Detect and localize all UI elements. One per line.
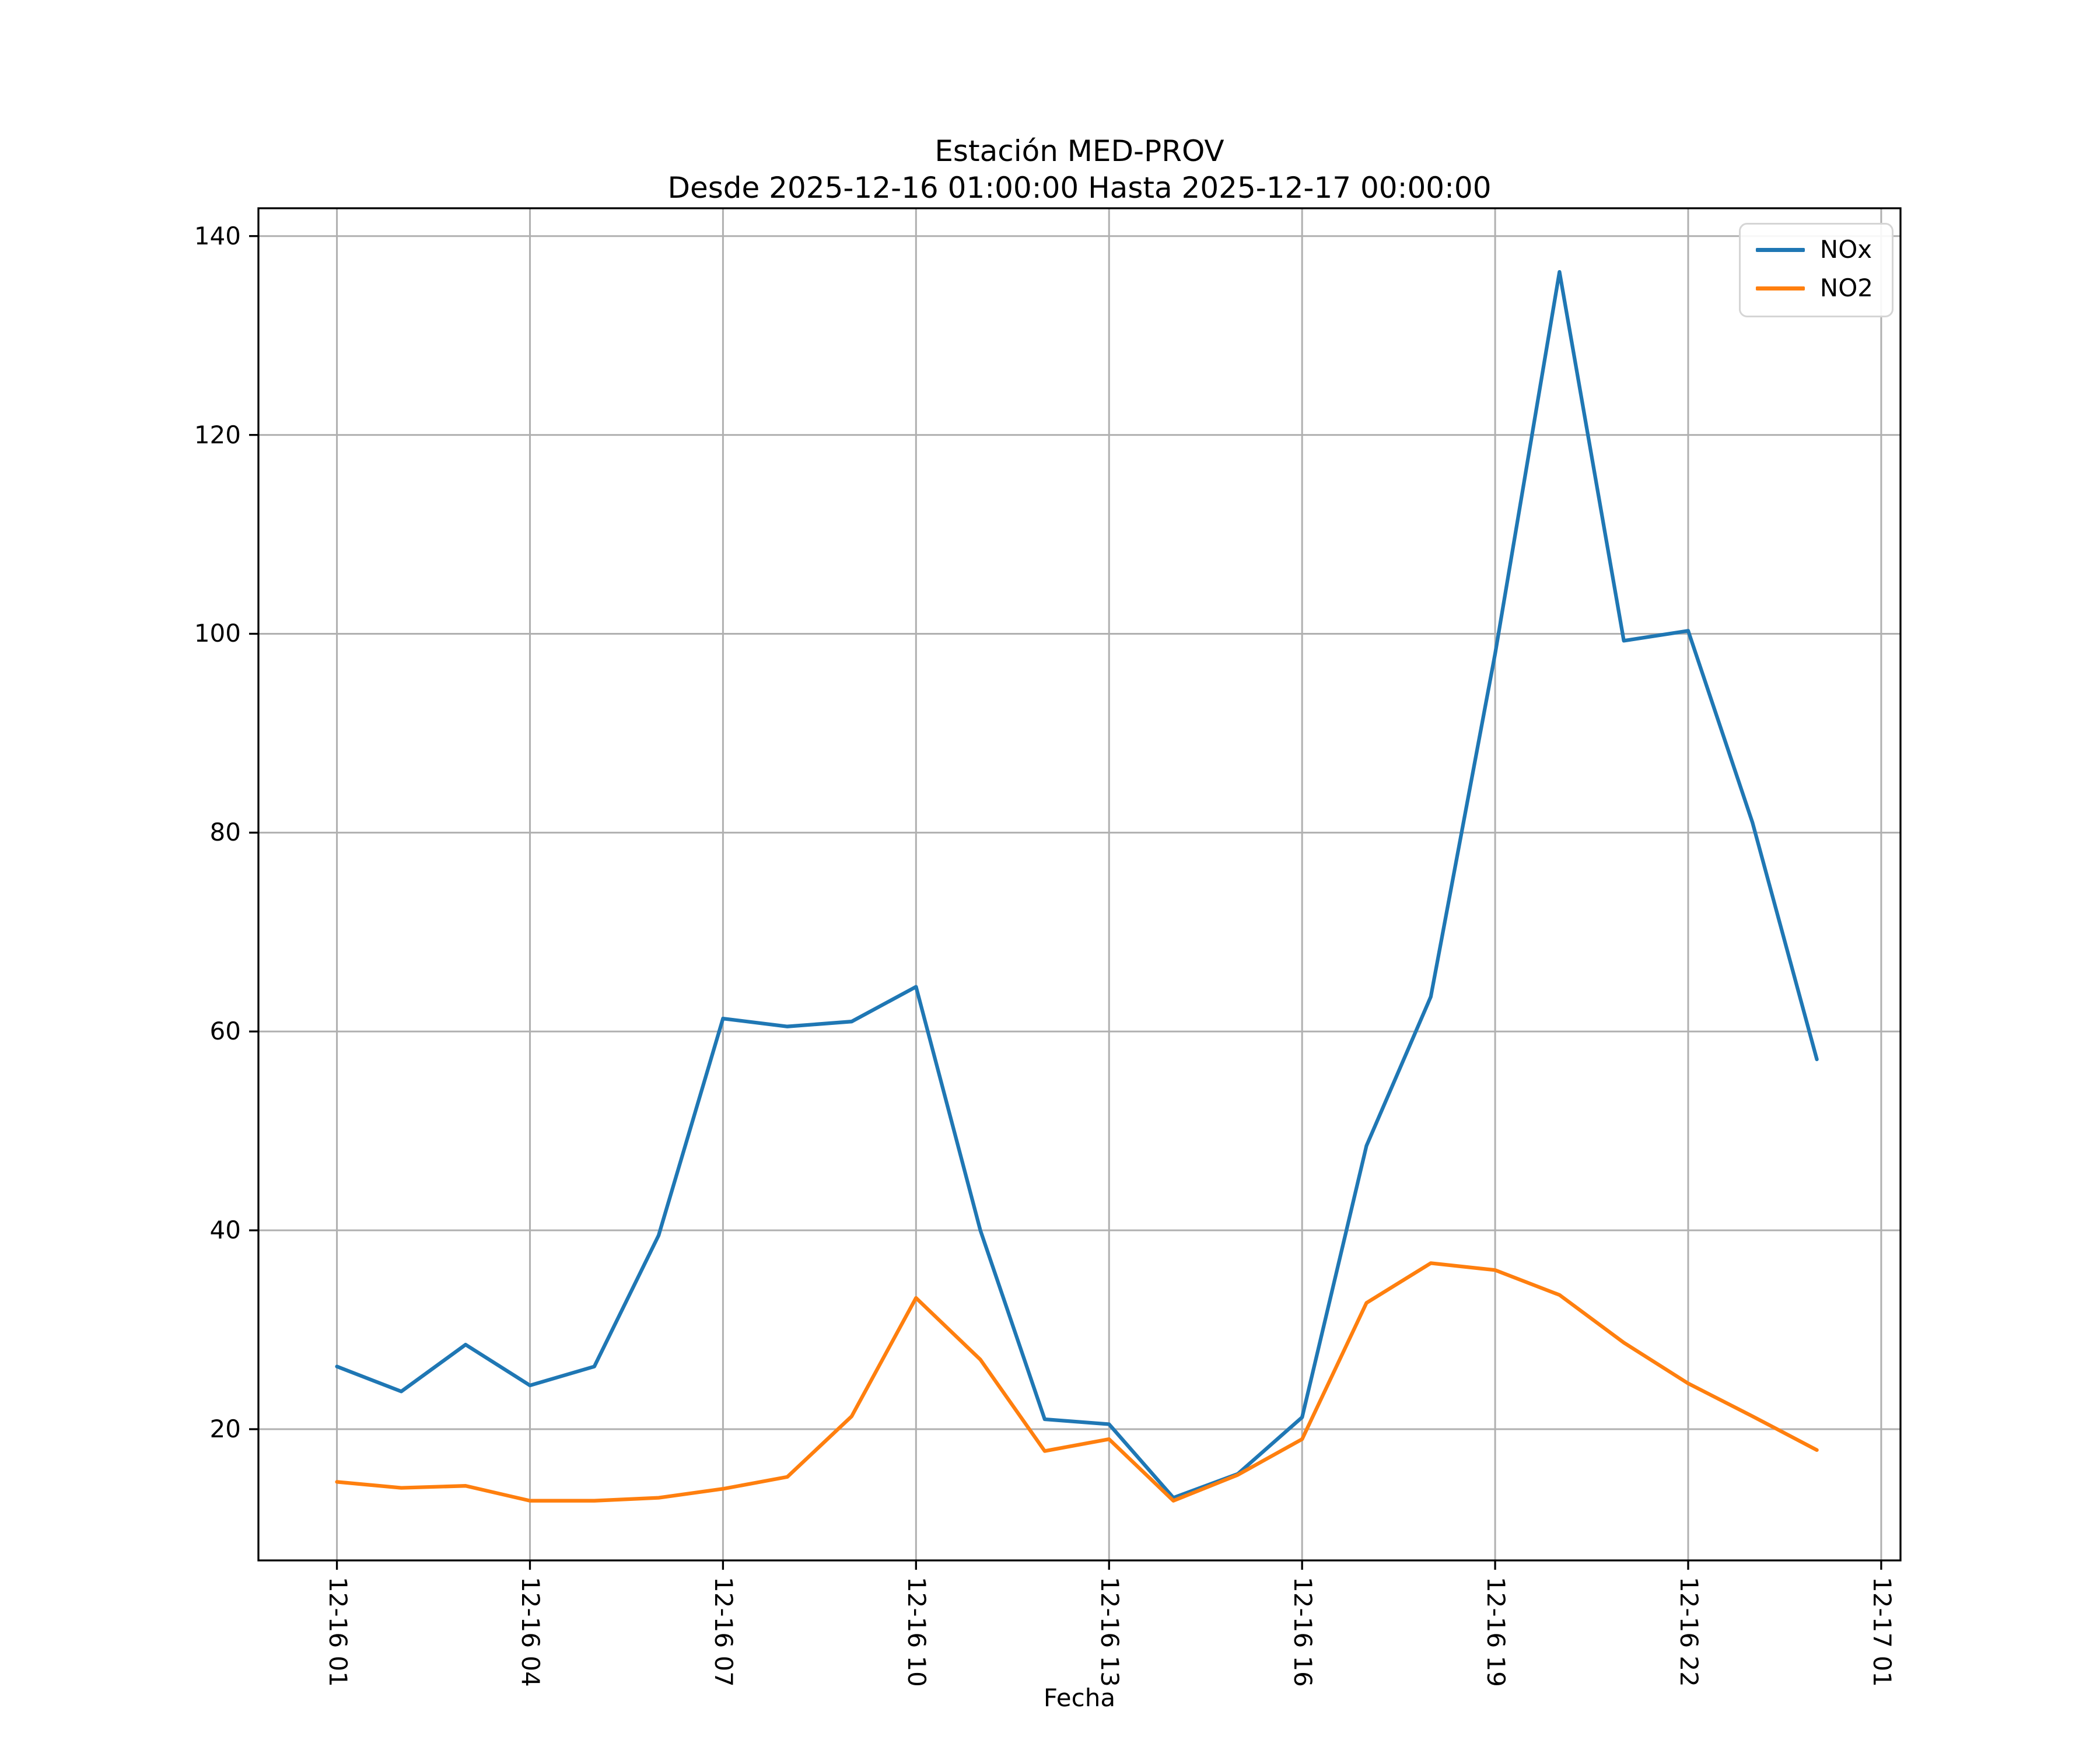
legend-item-no2: NO2 — [1755, 274, 1873, 302]
x-tick-label: 12-17 01 — [1867, 1577, 1896, 1687]
x-tick-label: 12-16 19 — [1482, 1577, 1511, 1687]
nox-line-swatch — [1755, 247, 1805, 252]
legend-label-no2: NO2 — [1819, 274, 1873, 302]
x-tick-label: 12-16 13 — [1096, 1577, 1125, 1687]
legend-item-nox: NOx — [1755, 235, 1873, 264]
x-tick-label: 12-16 04 — [516, 1577, 545, 1687]
no2-line — [335, 1261, 1819, 1503]
y-tick-label: 120 — [194, 420, 241, 449]
x-tick-label: 12-16 22 — [1674, 1577, 1703, 1687]
y-tick-label: 40 — [209, 1216, 241, 1245]
legend-label-nox: NOx — [1819, 235, 1873, 264]
x-tick-label: 12-16 16 — [1289, 1577, 1318, 1687]
legend: NOx NO2 — [1738, 223, 1894, 317]
chart-title: Estación MED-PROV — [935, 134, 1224, 168]
y-tick-label: 140 — [194, 221, 241, 250]
y-tick-label: 20 — [209, 1415, 241, 1444]
no2-line-swatch — [1755, 286, 1805, 290]
y-tick-label: 100 — [194, 619, 241, 648]
x-tick-label: 12-16 10 — [902, 1577, 932, 1687]
chart-subtitle: Desde 2025-12-16 01:00:00 Hasta 2025-12-… — [667, 171, 1492, 205]
x-axis-label: Fecha — [1043, 1684, 1116, 1712]
x-tick-label: 12-16 07 — [709, 1577, 738, 1687]
y-tick-label: 60 — [209, 1017, 241, 1046]
y-tick-label: 80 — [209, 818, 241, 847]
nox-line — [335, 270, 1819, 1500]
x-tick-label: 12-16 01 — [323, 1577, 352, 1687]
chart-title-block: Estación MED-PROV Desde 2025-12-16 01:00… — [258, 133, 1901, 206]
